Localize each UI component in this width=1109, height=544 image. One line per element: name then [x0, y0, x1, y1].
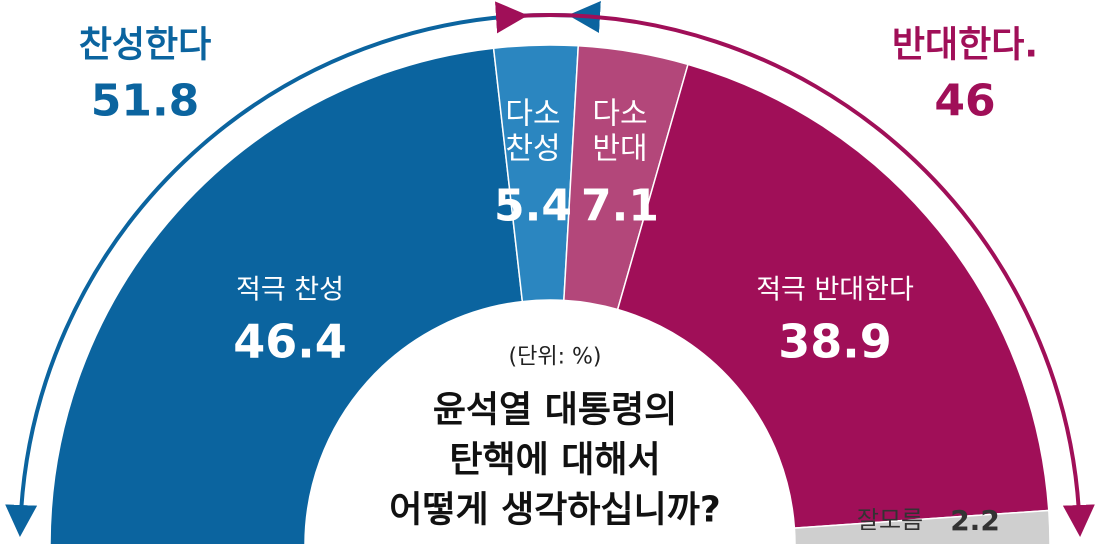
question-line: 탄핵에 대해서 [449, 439, 661, 481]
question-line: 어떻게 생각하십니까? [389, 489, 721, 531]
segment-name: 적극 반대한다 [756, 274, 914, 306]
total-name: 찬성한다 [78, 24, 212, 66]
segment-value: 7.1 [581, 180, 659, 232]
segment-name: 다소 반대 [592, 96, 648, 166]
segment-value: 38.9 [778, 314, 892, 369]
arrow [5, 0, 601, 537]
segment-name: 잘모름 [856, 506, 924, 535]
segment-name: 적극 찬성 [236, 274, 344, 306]
unit: (단위: %) [508, 344, 602, 370]
segment-value: 46.4 [233, 314, 347, 369]
segment-value: 2.2 [950, 503, 1000, 537]
segment-value: 5.4 [494, 180, 572, 232]
question-line: 윤석열 대통령의 [432, 389, 678, 431]
total-name: 반대한다. [891, 24, 1039, 66]
total-value: 51.8 [90, 75, 200, 127]
arrow [495, 1, 1095, 537]
center-disc [307, 302, 793, 544]
segment-name: 다소 찬성 [505, 96, 561, 166]
total-value: 46 [934, 75, 996, 127]
